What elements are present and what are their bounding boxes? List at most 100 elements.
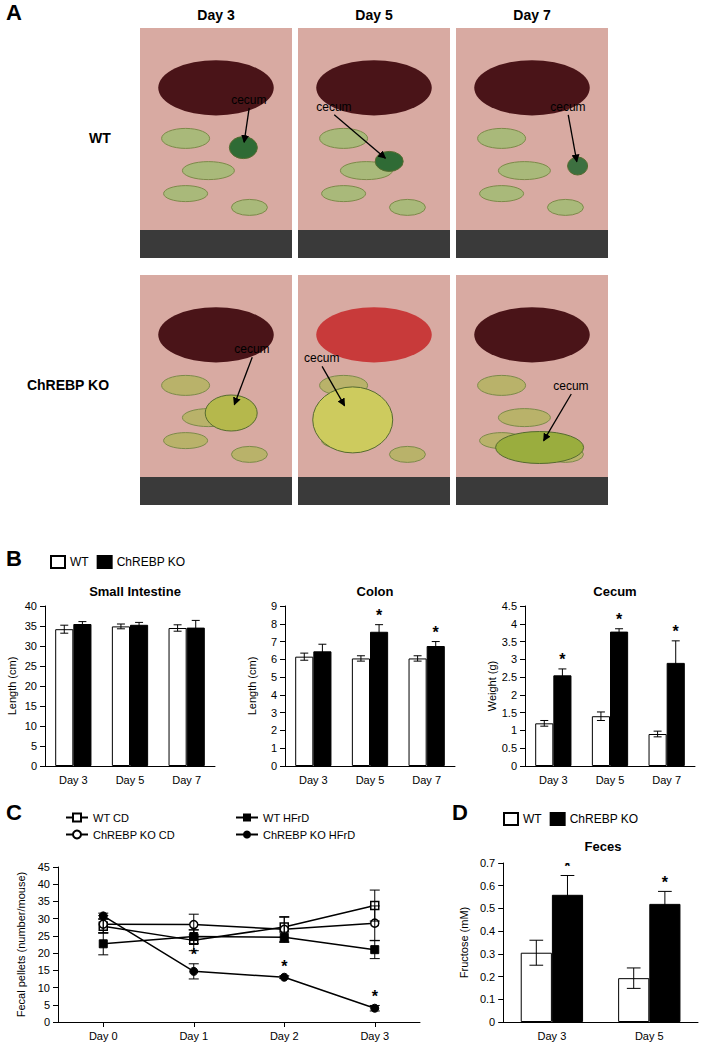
svg-text:30: 30: [25, 640, 37, 652]
svg-text:WT CD: WT CD: [93, 812, 129, 824]
svg-text:40: 40: [38, 878, 50, 890]
svg-text:Length (cm): Length (cm): [246, 657, 258, 716]
svg-text:10: 10: [38, 982, 50, 994]
svg-text:*: *: [281, 958, 288, 975]
svg-text:Weight (g): Weight (g): [486, 661, 498, 712]
svg-text:0: 0: [44, 1016, 50, 1028]
svg-text:Day 5: Day 5: [116, 774, 145, 786]
svg-text:Day 3: Day 3: [197, 7, 235, 23]
svg-text:Day 7: Day 7: [412, 774, 441, 786]
svg-text:Day 0: Day 0: [89, 1030, 118, 1042]
svg-text:15: 15: [25, 700, 37, 712]
svg-text:20: 20: [38, 947, 50, 959]
svg-text:35: 35: [38, 895, 50, 907]
svg-text:*: *: [662, 874, 669, 891]
svg-text:5: 5: [271, 671, 277, 683]
svg-text:Fecal pellets (number/mouse): Fecal pellets (number/mouse): [15, 872, 27, 1018]
svg-text:ChREBP KO: ChREBP KO: [27, 377, 109, 393]
svg-text:Day 3: Day 3: [299, 774, 328, 786]
svg-text:35: 35: [25, 620, 37, 632]
svg-text:2: 2: [271, 724, 277, 736]
svg-text:*: *: [191, 946, 198, 963]
svg-text:Day 1: Day 1: [179, 1030, 208, 1042]
svg-text:0.7: 0.7: [480, 857, 495, 869]
svg-text:Day 3: Day 3: [360, 1030, 389, 1042]
svg-text:0.6: 0.6: [480, 880, 495, 892]
svg-text:4.5: 4.5: [502, 600, 517, 612]
svg-text:6: 6: [271, 653, 277, 665]
svg-text:*: *: [372, 988, 379, 1005]
svg-text:4: 4: [271, 689, 277, 701]
svg-text:0.5: 0.5: [502, 742, 517, 754]
svg-text:0.1: 0.1: [480, 993, 495, 1005]
svg-text:Cecum: Cecum: [593, 584, 636, 599]
svg-text:0.5: 0.5: [480, 902, 495, 914]
svg-text:15: 15: [38, 964, 50, 976]
svg-text:Day 7: Day 7: [172, 774, 201, 786]
svg-text:25: 25: [25, 660, 37, 672]
svg-text:Day 3: Day 3: [59, 774, 88, 786]
svg-text:Day 5: Day 5: [635, 1030, 664, 1042]
svg-text:Day 7: Day 7: [652, 774, 681, 786]
svg-text:Length (cm): Length (cm): [6, 657, 18, 716]
svg-text:5: 5: [44, 999, 50, 1011]
svg-text:cecum: cecum: [316, 100, 351, 114]
svg-text:Colon: Colon: [357, 584, 394, 599]
svg-text:ChREBP KO CD: ChREBP KO CD: [93, 829, 175, 841]
svg-text:4: 4: [511, 618, 517, 630]
svg-text:Day 7: Day 7: [513, 7, 551, 23]
svg-text:0: 0: [31, 760, 37, 772]
svg-text:*: *: [673, 623, 680, 640]
svg-text:8: 8: [271, 618, 277, 630]
svg-text:Feces: Feces: [585, 839, 622, 854]
svg-text:Fructose (mM): Fructose (mM): [458, 907, 470, 979]
svg-text:3.5: 3.5: [502, 636, 517, 648]
svg-text:*: *: [564, 858, 571, 875]
svg-text:0.3: 0.3: [480, 948, 495, 960]
svg-text:cecum: cecum: [234, 342, 269, 356]
svg-text:*: *: [616, 611, 623, 628]
svg-text:ChREBP KO: ChREBP KO: [570, 812, 638, 826]
svg-text:*: *: [376, 607, 383, 624]
svg-text:cecum: cecum: [550, 100, 585, 114]
svg-text:0: 0: [489, 1016, 495, 1028]
svg-text:Small Intestine: Small Intestine: [89, 584, 181, 599]
svg-text:30: 30: [38, 913, 50, 925]
svg-text:20: 20: [25, 680, 37, 692]
svg-text:0.4: 0.4: [480, 925, 495, 937]
svg-text:1: 1: [511, 724, 517, 736]
svg-text:ChREBP KO: ChREBP KO: [117, 555, 185, 569]
svg-text:0: 0: [271, 760, 277, 772]
svg-text:3: 3: [271, 707, 277, 719]
svg-text:25: 25: [38, 930, 50, 942]
svg-text:WT HFrD: WT HFrD: [263, 812, 309, 824]
svg-text:2.5: 2.5: [502, 671, 517, 683]
svg-text:*: *: [433, 624, 440, 641]
svg-text:3: 3: [511, 653, 517, 665]
svg-text:Day 5: Day 5: [596, 774, 625, 786]
svg-text:1.5: 1.5: [502, 707, 517, 719]
svg-text:WT: WT: [523, 812, 542, 826]
svg-text:5: 5: [31, 740, 37, 752]
svg-text:*: *: [559, 651, 566, 668]
svg-text:40: 40: [25, 600, 37, 612]
svg-text:cecum: cecum: [304, 351, 339, 365]
svg-text:2: 2: [511, 689, 517, 701]
svg-text:WT: WT: [70, 555, 89, 569]
svg-text:cecum: cecum: [553, 379, 588, 393]
svg-text:7: 7: [271, 636, 277, 648]
svg-text:cecum: cecum: [231, 93, 266, 107]
svg-text:Day 3: Day 3: [538, 1030, 567, 1042]
svg-text:1: 1: [271, 742, 277, 754]
svg-text:Day 5: Day 5: [356, 774, 385, 786]
svg-text:Day 2: Day 2: [270, 1030, 299, 1042]
svg-text:45: 45: [38, 861, 50, 873]
svg-text:0.2: 0.2: [480, 971, 495, 983]
svg-text:9: 9: [271, 600, 277, 612]
svg-text:WT: WT: [89, 130, 111, 146]
svg-text:Day 5: Day 5: [355, 7, 393, 23]
svg-text:ChREBP KO HFrD: ChREBP KO HFrD: [263, 829, 355, 841]
svg-text:0: 0: [511, 760, 517, 772]
svg-text:10: 10: [25, 720, 37, 732]
svg-text:Day 3: Day 3: [539, 774, 568, 786]
